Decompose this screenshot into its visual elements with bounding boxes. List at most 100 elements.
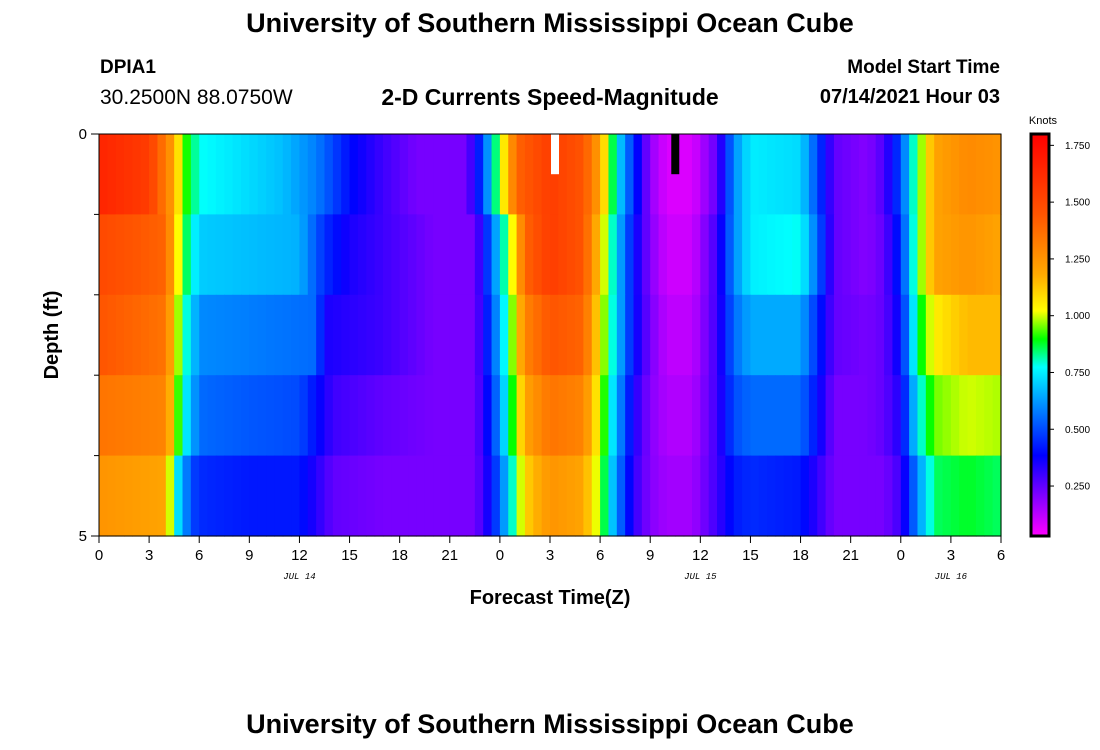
heatmap-cell: [892, 294, 902, 376]
x-tick-label: 18: [391, 547, 408, 564]
heatmap-cell: [391, 214, 401, 296]
heatmap-cell: [99, 455, 108, 537]
heatmap-cell: [341, 375, 351, 457]
heatmap-cell: [875, 375, 885, 457]
heatmap-cell: [474, 294, 484, 376]
heatmap-cell: [182, 455, 192, 537]
heatmap-cell: [157, 134, 167, 215]
heatmap-cell: [942, 455, 952, 537]
heatmap-cell: [558, 455, 568, 537]
heatmap-cell: [140, 294, 150, 376]
heatmap-cell: [700, 214, 710, 296]
heatmap-cell: [817, 455, 827, 537]
heatmap-cell: [366, 455, 376, 537]
y-tick-label: 0: [79, 126, 87, 143]
heatmap-cell: [433, 214, 443, 296]
heatmap-cell: [449, 214, 459, 296]
heatmap-cell: [800, 214, 810, 296]
heatmap-cell: [332, 294, 342, 376]
model-start-value: 07/14/2021 Hour 03: [819, 86, 1000, 108]
heatmap-cell: [499, 134, 509, 215]
heatmap-cell: [566, 134, 576, 215]
chart-title: University of Southern Mississippi Ocean…: [246, 8, 854, 38]
heatmap-cell: [633, 455, 643, 537]
heatmap-cell: [658, 214, 668, 296]
heatmap-cell: [575, 214, 585, 296]
heatmap-cell: [575, 294, 585, 376]
heatmap-cell: [616, 455, 626, 537]
heatmap-cell: [416, 294, 426, 376]
heatmap-cell: [942, 375, 952, 457]
heatmap-cell: [274, 455, 284, 537]
heatmap-cell: [633, 134, 643, 215]
heatmap-cell: [758, 375, 768, 457]
heatmap-cell: [449, 375, 459, 457]
heatmap-cell: [608, 134, 618, 215]
heatmap-cell: [299, 134, 309, 215]
heatmap-cell: [207, 294, 217, 376]
heatmap-cell: [775, 375, 785, 457]
heatmap-cell: [708, 294, 718, 376]
heatmap-cell: [566, 214, 576, 296]
heatmap-cell: [683, 375, 693, 457]
heatmap-cell: [892, 134, 902, 215]
heatmap-cell: [165, 294, 175, 376]
heatmap-cell: [341, 134, 351, 215]
heatmap-cell: [441, 134, 451, 215]
heatmap-cell: [984, 375, 994, 457]
heatmap-cell: [691, 134, 701, 215]
heatmap-cell: [516, 134, 526, 215]
heatmap-cell: [115, 134, 125, 215]
heatmap-cell: [424, 455, 434, 537]
heatmap-cell: [708, 134, 718, 215]
heatmap-cell: [433, 134, 443, 215]
heatmap-cell: [633, 375, 643, 457]
heatmap-cell: [441, 294, 451, 376]
heatmap-cell: [240, 214, 250, 296]
heatmap-cell: [408, 214, 417, 296]
heatmap-cell: [99, 375, 108, 457]
heatmap-cell: [274, 214, 284, 296]
heatmap-cell: [508, 134, 518, 215]
heatmap-cell: [541, 214, 551, 296]
heatmap-cell: [282, 214, 292, 296]
heatmap-cell: [675, 214, 685, 296]
heatmap-cell: [382, 375, 392, 457]
heatmap-cell: [115, 214, 125, 296]
heatmap-cell: [466, 214, 476, 296]
heatmap-cell: [884, 294, 894, 376]
chart-subtitle: 2-D Currents Speed-Magnitude: [381, 84, 719, 110]
heatmap-cell: [190, 455, 200, 537]
heatmap-cell: [408, 375, 417, 457]
heatmap-cell: [900, 455, 910, 537]
x-tick-label: 12: [291, 547, 308, 564]
heatmap-cell: [508, 455, 518, 537]
heatmap-cell: [934, 294, 944, 376]
heatmap-cell: [783, 375, 793, 457]
heatmap-cell: [232, 455, 242, 537]
heatmap-cell: [558, 294, 568, 376]
heatmap-cell: [416, 455, 426, 537]
heatmap-cell: [616, 214, 626, 296]
heatmap-cell: [683, 455, 693, 537]
heatmap-cell: [900, 294, 910, 376]
heatmap-cell: [240, 375, 250, 457]
heatmap-cell: [124, 134, 134, 215]
heatmap-cell: [458, 214, 468, 296]
heatmap-cell: [967, 294, 977, 376]
station-id: DPIA1: [100, 57, 156, 78]
heatmap-cell: [892, 455, 902, 537]
x-tick-label: 18: [792, 547, 809, 564]
heatmap-cell: [107, 455, 117, 537]
time-markers: [551, 134, 680, 175]
heatmap-cell: [240, 294, 250, 376]
heatmap-cell: [224, 294, 234, 376]
heatmap-cell: [708, 455, 718, 537]
heatmap-cell: [867, 455, 877, 537]
heatmap-cell: [742, 134, 752, 215]
heatmap-cell: [424, 375, 434, 457]
heatmap-cell: [775, 294, 785, 376]
heatmap-cell: [558, 214, 568, 296]
heatmap-cell: [416, 375, 426, 457]
heatmap-cell: [783, 134, 793, 215]
